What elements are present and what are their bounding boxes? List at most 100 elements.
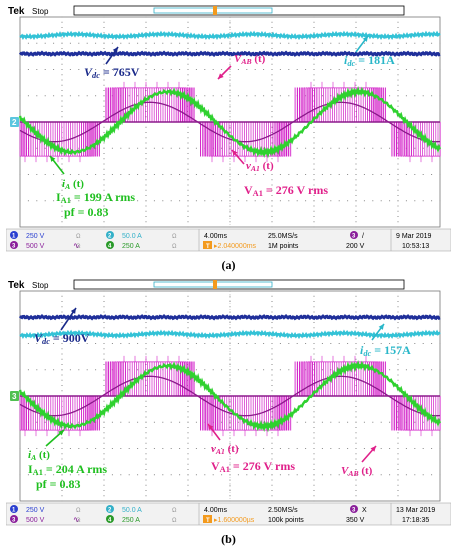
channel-2-scale: 50.0 A — [122, 507, 142, 514]
sample-rate: 2.50MS/s — [268, 507, 298, 514]
trigger-pos-icon — [203, 241, 212, 249]
vdc-arrow-head — [70, 308, 76, 314]
channel-2-ohm-icon: Ω — [172, 508, 177, 514]
trigger-slope: / — [362, 233, 364, 240]
pf-label: pf = 0.83 — [36, 477, 81, 491]
date-label: 13 Mar 2019 — [396, 507, 435, 514]
scope-panel-b: Tek Stop 3 Vdc = 900V idc = 157A vA1 (t) VAB (… — [6, 278, 451, 526]
channel-4-ohm-icon: Ω — [172, 244, 177, 250]
brand-label: Tek — [8, 280, 25, 291]
brand-label: Tek — [8, 6, 25, 17]
channel-2-num: 2 — [108, 234, 112, 240]
trigger-marker-top — [213, 6, 217, 15]
channel-4-scale: 250 A — [122, 243, 140, 250]
channel-3-scale: 500 V — [26, 243, 45, 250]
channel-3-scale: 500 V — [26, 517, 45, 524]
oscilloscope-screen-a: Tek Stop 2 Vdc = 765V VAB (t) idc = 181A vA1 (… — [6, 5, 451, 252]
trigger-level: 350 V — [346, 517, 365, 524]
channel-3-num: 3 — [12, 244, 16, 250]
trigger-slope: X — [362, 507, 367, 514]
time-label: 17:18:35 — [402, 517, 429, 524]
channel-4-ohm-icon: Ω — [172, 518, 177, 524]
pf-label: pf = 0.83 — [64, 205, 109, 219]
vab-label: VAB (t) — [341, 465, 373, 478]
vab-arrow-head — [370, 446, 376, 452]
graticule-dots — [19, 290, 441, 502]
ia-trace — [18, 360, 442, 433]
vdc-label: Vdc = 765V — [84, 65, 140, 80]
ia-trace — [18, 86, 442, 159]
ground-marker-label: 3 — [12, 392, 17, 401]
idc-arrow-head — [362, 36, 368, 42]
time-label: 10:53:13 — [402, 243, 429, 250]
bw-limit-icon: ∿ — [73, 515, 80, 524]
sample-rate: 25.0MS/s — [268, 233, 298, 240]
vab-spikes — [24, 81, 433, 163]
va1-arrow-head — [208, 424, 214, 430]
channel-3-badge — [10, 515, 18, 523]
oscilloscope-screen-b: Tek Stop 3 Vdc = 900V idc = 157A vA1 (t) VAB (… — [6, 279, 451, 526]
vdc-label: Vdc = 900V — [34, 331, 90, 346]
channel-1-badge — [10, 505, 18, 513]
va1-label: vA1 (t) — [246, 160, 274, 173]
channel-1-ohm-icon: Ω — [76, 234, 81, 240]
trigger-pos-icon-label: T — [206, 244, 210, 250]
channel-1-ohm-icon: Ω — [76, 508, 81, 514]
trigger-pos-icon-label: T — [206, 518, 210, 524]
channel-2-scale: 50.0 A — [122, 233, 142, 240]
va1-trace — [19, 101, 441, 143]
idc-trace — [19, 329, 441, 340]
va1-arrow-head — [232, 150, 238, 156]
v1-rms-label: VA1 = 276 V rms — [211, 459, 295, 474]
trigger-position: ▸2.040000ms — [214, 243, 257, 250]
vab-label: VAB (t) — [234, 53, 266, 66]
channel-1-badge — [10, 231, 18, 239]
idc-arrow-head — [378, 324, 384, 330]
vab-pwm-trace — [19, 355, 441, 437]
bw-limit-icon: ∿ — [73, 241, 80, 250]
trigger-channel: 3 — [352, 234, 356, 240]
ia-rms-label: IA1 = 204 A rms — [28, 462, 107, 477]
channel-4-badge — [106, 515, 114, 523]
channel-3-num: 3 — [12, 518, 16, 524]
channel-2-badge — [106, 231, 114, 239]
ia-label: iA (t) — [28, 449, 50, 462]
status-bar — [6, 228, 451, 252]
vdc-arrow-head — [112, 47, 118, 53]
caption-a: (a) — [221, 258, 236, 272]
channel-3-badge — [10, 241, 18, 249]
vab-pwm-trace — [19, 81, 441, 163]
ia-arrow-head — [50, 156, 56, 162]
acq-mode-label: Stop — [32, 281, 49, 290]
channel-4-badge — [106, 241, 114, 249]
trigger-level: 200 V — [346, 243, 365, 250]
channel-4-num: 4 — [108, 244, 112, 250]
status-bar — [6, 502, 451, 526]
v1-rms-label: VA1 = 276 V rms — [244, 183, 328, 198]
timebase-per-div: 4.00ms — [204, 507, 227, 514]
vdc-trace — [18, 50, 441, 57]
acq-mode-label: Stop — [32, 7, 49, 16]
vdc-trace — [18, 314, 441, 321]
ia-rms-label: IA1 = 199 A rms — [56, 190, 135, 205]
idc-label: idc = 157A — [360, 343, 411, 358]
channel-1-scale: 250 V — [26, 507, 45, 514]
channel-1-scale: 250 V — [26, 233, 45, 240]
vab-spikes — [24, 355, 433, 437]
timebase-per-div: 4.00ms — [204, 233, 227, 240]
channel-ground-marker — [10, 117, 19, 127]
idc-trace — [19, 30, 441, 41]
channel-4-scale: 250 A — [122, 517, 140, 524]
record-length: 1M points — [268, 243, 299, 250]
date-label: 9 Mar 2019 — [396, 233, 432, 240]
channel-2-badge — [106, 505, 114, 513]
record-length: 100k points — [268, 517, 304, 524]
channel-ground-marker — [10, 391, 19, 401]
scope-panel-a: Tek Stop 2 Vdc = 765V VAB (t) idc = 181A vA1 (… — [6, 4, 451, 252]
caption-b: (b) — [221, 532, 236, 546]
ia-arrow-head — [58, 430, 64, 436]
va1-trace — [19, 375, 441, 417]
ia-label: iA (t) — [62, 178, 84, 191]
channel-2-ohm-icon: Ω — [172, 234, 177, 240]
trigger-channel-badge — [350, 505, 358, 513]
